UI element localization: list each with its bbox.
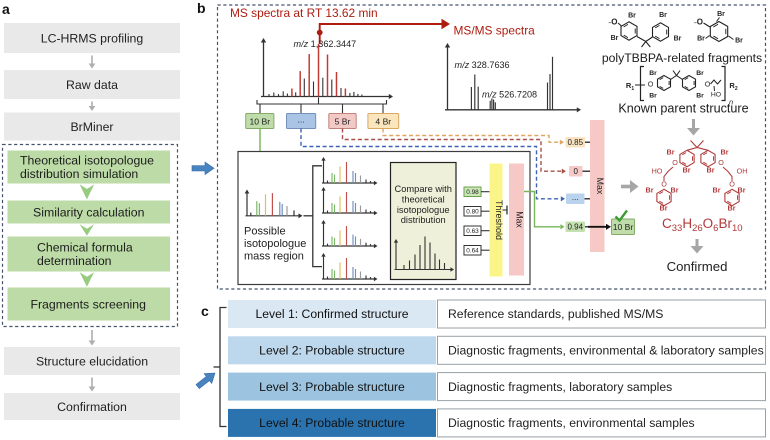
svg-text:m/z 328.7636: m/z 328.7636 [455, 60, 510, 70]
svg-text:Br: Br [728, 204, 736, 213]
svg-text:Br: Br [628, 13, 636, 20]
svg-text:isotopologue: isotopologue [244, 238, 306, 250]
svg-text:Chemical formula: Chemical formula [37, 241, 133, 255]
svg-text:Structure elucidation: Structure elucidation [36, 354, 148, 368]
svg-text:Br: Br [697, 36, 705, 43]
svg-text:Confirmed: Confirmed [667, 259, 728, 274]
svg-text:Level 2: Probable structure: Level 2: Probable structure [259, 344, 405, 358]
svg-text:Br: Br [660, 204, 668, 213]
svg-text:Br: Br [721, 148, 729, 157]
svg-text:Br: Br [683, 166, 691, 175]
svg-text:Threshold: Threshold [494, 200, 504, 240]
svg-text:Br: Br [674, 36, 682, 43]
svg-text:Level 1: Confirmed structure: Level 1: Confirmed structure [255, 307, 408, 321]
svg-text:Br: Br [659, 12, 667, 19]
svg-text:a: a [2, 1, 10, 17]
svg-text:O: O [729, 180, 735, 189]
svg-text:isotopologue: isotopologue [397, 205, 450, 215]
svg-text:mass region: mass region [244, 251, 304, 263]
svg-text:Reference standards, published: Reference standards, published MS/MS [448, 307, 663, 321]
svg-text:Diagnostic fragments, environm: Diagnostic fragments, environmental samp… [448, 416, 695, 430]
svg-text:C33H26O6Br10: C33H26O6Br10 [662, 216, 743, 234]
svg-text:O: O [718, 158, 724, 167]
svg-text:4 Br: 4 Br [375, 116, 391, 126]
svg-text:0.80: 0.80 [466, 209, 479, 216]
svg-text:MS spectra at RT 13.62 min: MS spectra at RT 13.62 min [230, 6, 378, 20]
svg-text:m/z 526.7208: m/z 526.7208 [482, 90, 537, 100]
svg-text:Br: Br [646, 186, 654, 195]
svg-text:n: n [729, 98, 733, 107]
svg-text:HO: HO [711, 92, 721, 99]
svg-text:m/z 1,362.3447: m/z 1,362.3447 [294, 39, 357, 49]
svg-text:theoretical: theoretical [402, 194, 445, 204]
svg-text:Br: Br [649, 93, 657, 100]
svg-text:R2: R2 [729, 81, 737, 92]
svg-text:0: 0 [574, 167, 579, 176]
svg-text:0.64: 0.64 [466, 248, 479, 255]
svg-text:Compare with: Compare with [395, 184, 452, 194]
svg-text:Theoretical isotopologue: Theoretical isotopologue [20, 154, 154, 168]
svg-text:Br: Br [717, 11, 725, 18]
svg-text:LC-HRMS profiling: LC-HRMS profiling [41, 31, 144, 45]
svg-text:Raw data: Raw data [66, 78, 118, 92]
svg-text:Confirmation: Confirmation [57, 400, 127, 414]
svg-text:0.98: 0.98 [466, 189, 479, 196]
svg-text:BrMiner: BrMiner [70, 120, 113, 134]
svg-text:Diagnostic fragments, laborato: Diagnostic fragments, laboratory samples [448, 380, 672, 394]
svg-text:R1: R1 [626, 81, 634, 92]
svg-text:Br: Br [735, 38, 743, 45]
svg-text:0.94: 0.94 [567, 222, 583, 231]
svg-text:5 Br: 5 Br [335, 116, 351, 126]
svg-text:distribution simulation: distribution simulation [20, 167, 138, 181]
svg-text:c: c [201, 303, 209, 319]
svg-text:Max: Max [595, 178, 605, 195]
svg-text:–O: –O [608, 18, 617, 27]
svg-text:Br: Br [707, 166, 715, 175]
svg-text:Br: Br [696, 93, 704, 100]
svg-text:O: O [661, 180, 667, 189]
svg-text:HO: HO [652, 167, 663, 176]
svg-text:Br: Br [667, 148, 675, 157]
svg-text:Br: Br [611, 35, 619, 42]
svg-text:Br: Br [738, 186, 746, 195]
svg-text:Level 3: Probable structure: Level 3: Probable structure [259, 380, 405, 394]
svg-text:Level 4: Probable structure: Level 4: Probable structure [259, 416, 405, 430]
svg-text:O: O [672, 158, 678, 167]
svg-text:Diagnostic fragments, environm: Diagnostic fragments, environmental & la… [448, 344, 764, 358]
svg-text:Possible: Possible [244, 226, 286, 238]
svg-text:...: ... [572, 193, 579, 202]
svg-text:O: O [705, 80, 711, 89]
svg-text:OH: OH [737, 167, 748, 176]
svg-text:O: O [648, 80, 654, 89]
svg-text:b: b [197, 0, 206, 16]
svg-text:polyTBBPA-related fragments: polyTBBPA-related fragments [602, 51, 762, 65]
svg-text:0.85: 0.85 [567, 138, 583, 147]
svg-text:10 Br: 10 Br [250, 116, 271, 126]
svg-text:Known parent structure: Known parent structure [618, 102, 748, 116]
svg-text:10 Br: 10 Br [613, 222, 634, 232]
svg-text:...: ... [298, 114, 305, 124]
svg-text:Br: Br [713, 186, 721, 195]
svg-text:Br: Br [671, 186, 679, 195]
svg-text:distribution: distribution [401, 215, 446, 225]
svg-text:0.63: 0.63 [466, 228, 479, 235]
svg-text:–O: –O [694, 18, 703, 27]
svg-text:Similarity calculation: Similarity calculation [33, 205, 145, 219]
svg-text:Max: Max [515, 211, 525, 228]
svg-text:Fragments screening: Fragments screening [30, 297, 146, 311]
svg-text:Br: Br [696, 70, 704, 77]
svg-text:MS/MS spectra: MS/MS spectra [454, 24, 536, 38]
svg-text:Br: Br [649, 70, 657, 77]
svg-text:determination: determination [37, 254, 112, 268]
